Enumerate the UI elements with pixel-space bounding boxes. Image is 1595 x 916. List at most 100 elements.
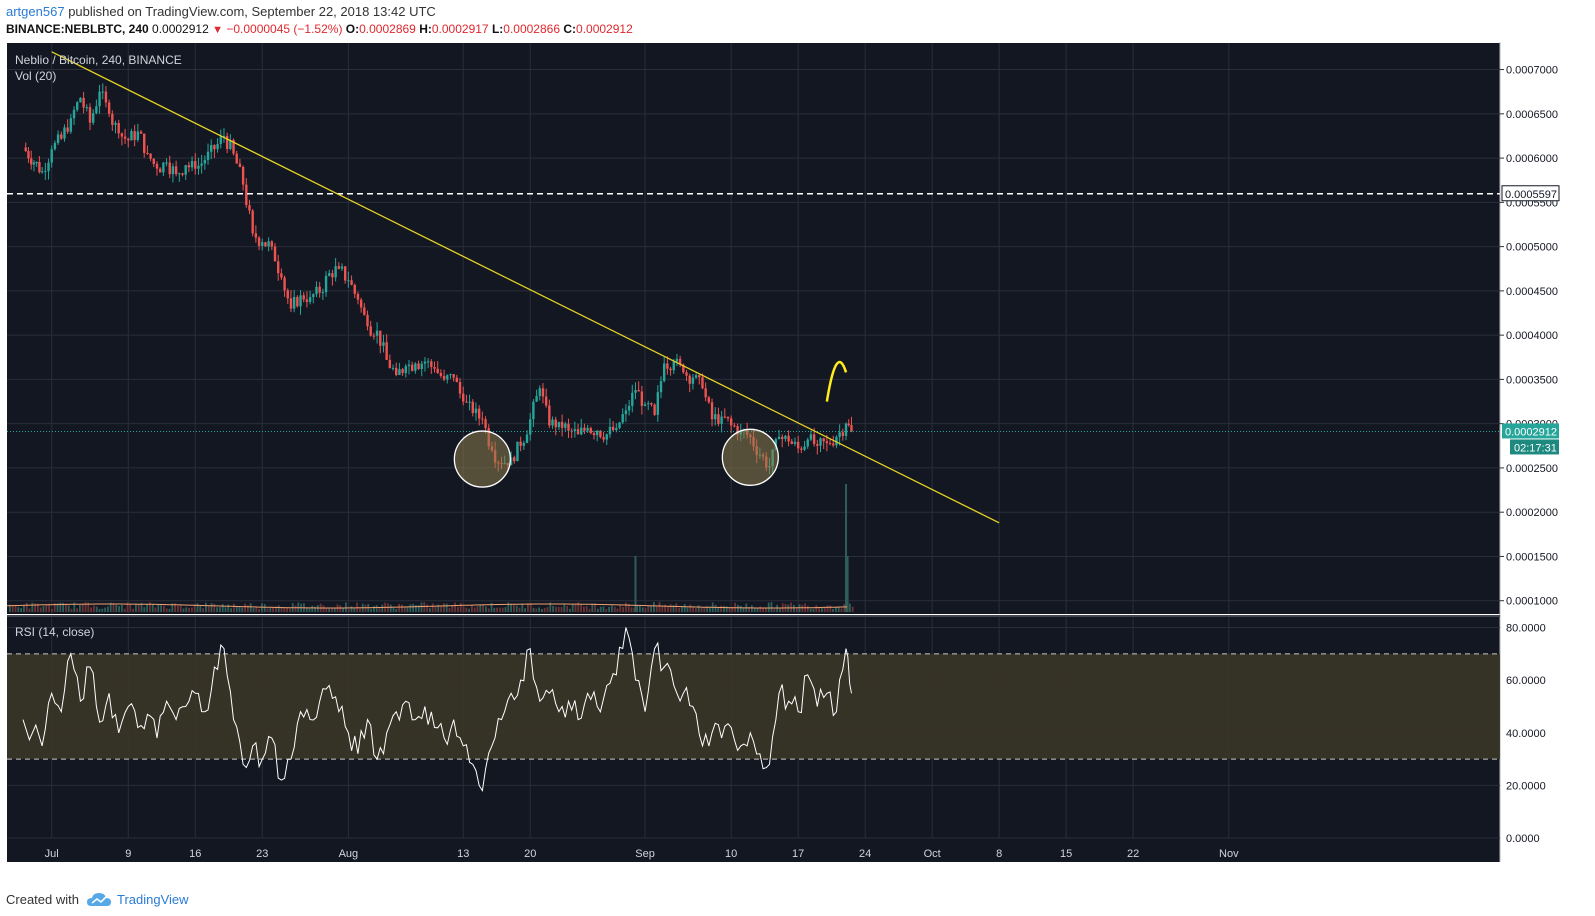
volume-bar xyxy=(146,603,148,612)
volume-bar xyxy=(541,608,543,612)
volume-bar xyxy=(151,603,154,612)
candle-body xyxy=(257,237,261,246)
volume-bar xyxy=(249,603,252,612)
candle-body xyxy=(567,423,570,431)
volume-bar xyxy=(177,605,179,612)
y-tick-label: 0.0001000 xyxy=(1506,596,1558,608)
candle-body xyxy=(197,165,200,169)
volume-bar xyxy=(801,604,804,612)
volume-bar xyxy=(527,603,529,612)
volume-bar xyxy=(720,605,722,612)
volume-bar xyxy=(308,607,311,612)
candle-body xyxy=(334,266,337,278)
x-tick-label: Jul xyxy=(45,848,59,860)
volume-bar xyxy=(471,605,473,612)
volume-bar xyxy=(849,603,851,612)
candle-body xyxy=(47,162,50,172)
tradingview-link[interactable]: TradingView xyxy=(116,892,189,907)
open-label: O: xyxy=(345,22,360,36)
candle-body xyxy=(777,436,781,440)
volume-bar xyxy=(403,607,406,612)
candle-body xyxy=(414,363,417,371)
volume-bar xyxy=(350,606,353,612)
volume-bar xyxy=(202,608,204,612)
candle-body xyxy=(729,418,733,426)
volume-bar xyxy=(619,605,622,612)
volume-bar xyxy=(20,608,22,612)
volume-bar xyxy=(675,603,678,612)
volume-bar xyxy=(479,604,482,612)
volume-bar xyxy=(283,607,286,612)
volume-bar xyxy=(706,606,708,612)
candle-body xyxy=(404,366,407,374)
candle-body xyxy=(321,292,325,294)
volume-bar xyxy=(499,607,501,612)
volume-bar xyxy=(328,608,330,612)
candle-body xyxy=(111,113,114,125)
created-with-text: Created with xyxy=(6,892,79,907)
volume-bar xyxy=(753,607,756,612)
volume-bar xyxy=(835,607,837,612)
candle-body xyxy=(796,441,800,449)
volume-bar xyxy=(639,605,641,612)
volume-bar xyxy=(644,608,647,612)
volume-bar xyxy=(171,603,174,612)
volume-bar xyxy=(672,605,675,612)
volume-bar xyxy=(406,607,409,612)
volume-bar xyxy=(25,602,28,612)
descending-trendline xyxy=(51,51,1000,524)
volume-bar xyxy=(504,607,507,612)
candle-body xyxy=(522,443,526,446)
author-link[interactable]: artgen567 xyxy=(6,4,65,19)
volume-bar xyxy=(490,602,493,612)
countdown-label: 02:17:31 xyxy=(1514,442,1557,454)
volume-bar xyxy=(227,604,230,612)
footer: Created with TradingView xyxy=(6,892,189,907)
volume-bar xyxy=(37,603,39,612)
candle-body xyxy=(516,441,519,462)
rsi-y-tick-label: 0.0000 xyxy=(1506,833,1540,845)
candle-body xyxy=(548,405,551,426)
candle-body xyxy=(420,363,423,370)
volume-bar xyxy=(667,606,669,612)
candle-body xyxy=(162,162,165,173)
volume-bar xyxy=(664,604,666,612)
volume-bar xyxy=(843,603,846,612)
volume-bar xyxy=(140,602,143,612)
candle-body xyxy=(812,434,816,445)
candle-body xyxy=(76,102,79,110)
volume-bar xyxy=(678,607,680,612)
candle-body xyxy=(391,367,395,369)
volume-bar xyxy=(431,603,434,612)
candle-body xyxy=(477,408,481,419)
candle-body xyxy=(449,374,452,376)
volume-bar xyxy=(196,603,199,612)
candle-body xyxy=(621,414,624,423)
candle-body xyxy=(471,401,474,414)
volume-bar xyxy=(445,603,448,612)
price-chart[interactable]: Jul 9 16 23 Aug 13 20 Sep 10 17 24 Oct 8 15 22 Nov 0.000… xyxy=(0,42,1595,882)
candle-body xyxy=(691,377,695,384)
volume-bar xyxy=(476,606,479,612)
rsi-line xyxy=(22,627,852,792)
candle-body xyxy=(423,361,427,364)
volume-bar xyxy=(630,607,633,612)
x-tick-label: 10 xyxy=(725,848,737,860)
candle-body xyxy=(104,91,108,103)
candle-body xyxy=(564,423,567,428)
y-tick-label: 0.0003500 xyxy=(1506,374,1558,386)
volume-bar xyxy=(440,606,442,612)
volume-bar xyxy=(207,605,210,612)
last-price-tag xyxy=(1502,423,1559,439)
candle-body xyxy=(844,423,848,436)
candle-body xyxy=(347,280,350,282)
candle-body xyxy=(787,435,790,442)
candle-body xyxy=(251,210,254,234)
volume-bar xyxy=(426,604,428,612)
candle-body xyxy=(554,419,557,428)
volume-bar xyxy=(653,602,655,612)
y-tick-label: 0.0006500 xyxy=(1506,109,1558,121)
volume-bar xyxy=(412,603,414,612)
candle-body xyxy=(139,131,143,134)
candle-body xyxy=(219,136,222,144)
